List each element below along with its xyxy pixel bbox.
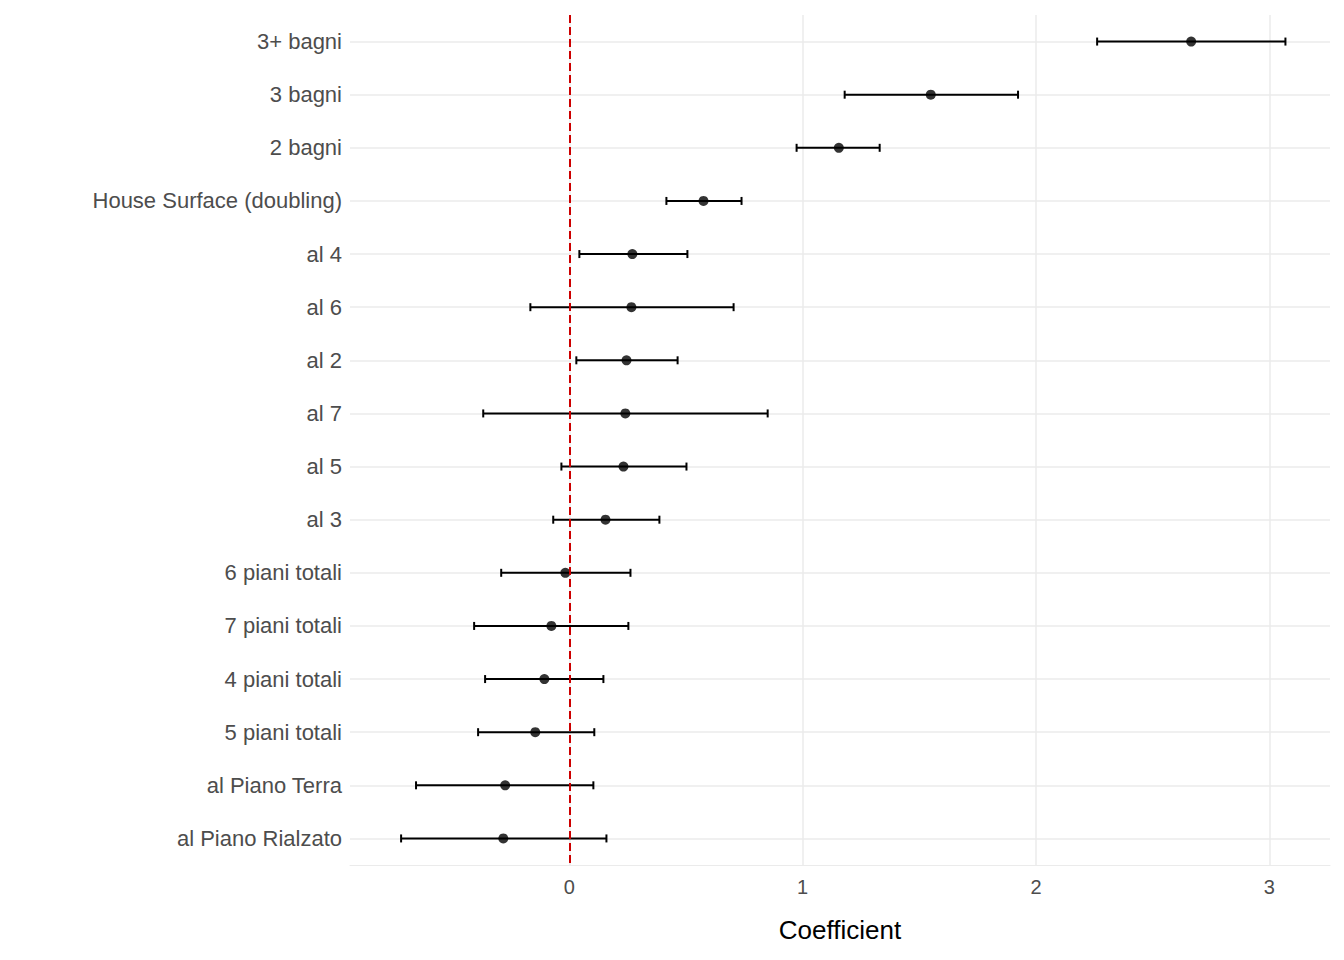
svg-text:6 piani totali: 6 piani totali [225,560,342,585]
svg-text:al 7: al 7 [307,401,342,426]
svg-text:4 piani totali: 4 piani totali [225,667,342,692]
svg-text:Coefficient: Coefficient [779,915,902,945]
svg-text:al 3: al 3 [307,507,342,532]
svg-text:al 5: al 5 [307,454,342,479]
svg-text:al 4: al 4 [307,242,342,267]
svg-text:2 bagni: 2 bagni [270,135,342,160]
svg-text:1: 1 [797,876,808,898]
svg-text:House Surface (doubling): House Surface (doubling) [93,188,342,213]
svg-text:3: 3 [1264,876,1275,898]
svg-text:0: 0 [564,876,575,898]
svg-text:2: 2 [1030,876,1041,898]
svg-text:7 piani totali: 7 piani totali [225,613,342,638]
svg-text:al 2: al 2 [307,348,342,373]
svg-text:5 piani totali: 5 piani totali [225,720,342,745]
svg-text:al 6: al 6 [307,295,342,320]
svg-text:3+ bagni: 3+ bagni [257,29,342,54]
svg-text:al Piano Rialzato: al Piano Rialzato [177,826,342,851]
svg-text:3 bagni: 3 bagni [270,82,342,107]
svg-text:al Piano Terra: al Piano Terra [207,773,343,798]
